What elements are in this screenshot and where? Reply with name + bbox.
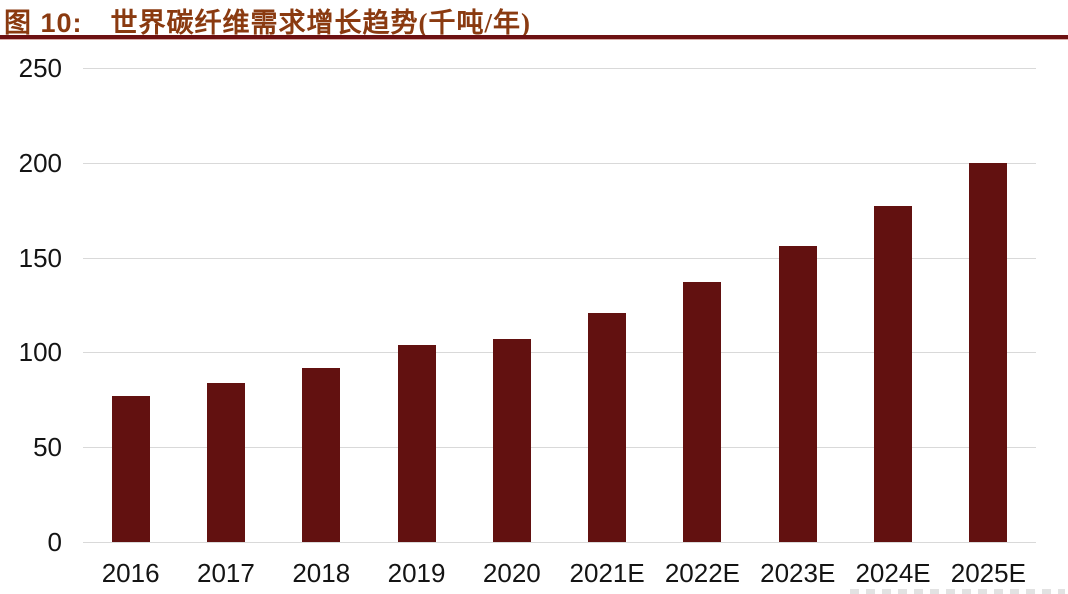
x-tick-label-2017: 2017 (197, 558, 255, 588)
bar-2022E (683, 282, 722, 542)
bar-2020 (492, 339, 531, 542)
x-tick-label-2019: 2019 (387, 558, 446, 588)
title-underline-rule (0, 35, 1068, 40)
gridline-50 (83, 447, 1036, 449)
bar-2024E (874, 206, 913, 542)
x-tick-label-2022E: 2022E (664, 558, 741, 588)
gridline-100 (83, 352, 1036, 354)
x-tick-label-2025E: 2025E (950, 558, 1026, 588)
y-tick-label-50: 50 (33, 432, 62, 463)
bar-2021E (588, 312, 627, 542)
x-tick-label-2023E: 2023E (760, 558, 836, 588)
x-tick-label-2018: 2018 (292, 558, 351, 588)
y-tick-label-250: 250 (18, 53, 62, 83)
figure-header: 图 10: 世界碳纤维需求增长趋势(千吨/年) (4, 1, 532, 38)
figure-number-label: 图 10: (4, 8, 83, 38)
gridline-0 (83, 542, 1036, 543)
bar-2025E (969, 162, 1008, 542)
bar-2018 (302, 367, 341, 542)
bar-2017 (206, 382, 245, 542)
x-tick-label-2021E: 2021E (569, 558, 645, 588)
bar-2019 (397, 344, 436, 542)
y-tick-label-0: 0 (47, 527, 62, 557)
bar-2016 (111, 396, 150, 542)
x-tick-label-2020: 2020 (482, 558, 541, 588)
y-tick-label-150: 150 (18, 242, 62, 273)
figure-title: 世界碳纤维需求增长趋势(千吨/年) (110, 8, 532, 38)
gridline-150 (83, 257, 1036, 259)
y-tick-label-200: 200 (18, 147, 62, 178)
gridline-250 (83, 68, 1036, 69)
bar-chart-plot-area (83, 68, 1036, 543)
x-tick-label-2016: 2016 (101, 558, 160, 588)
y-tick-label-100: 100 (18, 337, 62, 368)
bar-2023E (778, 246, 817, 542)
cropped-footer-watermark (850, 589, 1065, 594)
gridline-200 (83, 162, 1036, 164)
x-tick-label-2024E: 2024E (855, 558, 931, 588)
